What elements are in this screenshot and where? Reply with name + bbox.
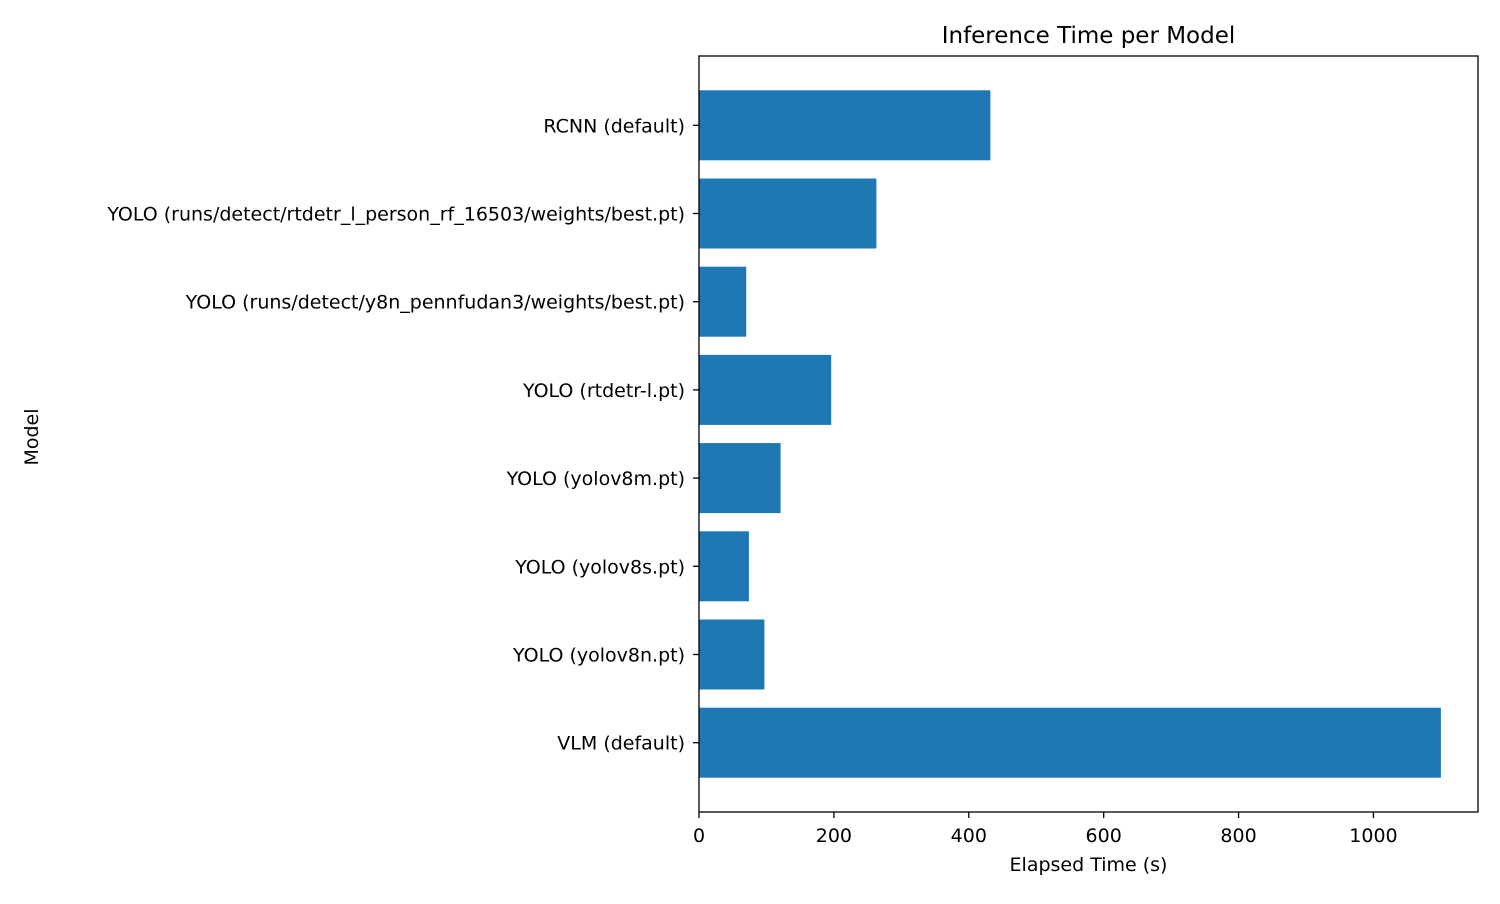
- x-tick-label: 400: [951, 825, 987, 847]
- y-tick-label: RCNN (default): [543, 115, 685, 137]
- y-tick-label: YOLO (yolov8n.pt): [512, 645, 685, 667]
- bar: [699, 354, 832, 425]
- x-tick-label: 600: [1086, 825, 1122, 847]
- x-tick-label: 200: [816, 825, 852, 847]
- chart-title: Inference Time per Model: [942, 23, 1236, 49]
- bar: [699, 619, 765, 690]
- y-tick-label: VLM (default): [557, 733, 685, 755]
- y-tick-label: YOLO (rtdetr-l.pt): [522, 380, 685, 402]
- y-tick-label: YOLO (runs/detect/rtdetr_l_person_rf_165…: [106, 204, 685, 226]
- bar: [699, 90, 991, 161]
- x-tick-label: 1000: [1349, 825, 1397, 847]
- bar: [699, 178, 877, 249]
- y-axis-ticks: RCNN (default) YOLO (runs/detect/rtdetr_l…: [106, 115, 699, 755]
- bars-layer: [699, 90, 1441, 778]
- y-tick-label: YOLO (yolov8m.pt): [506, 468, 685, 490]
- x-tick-label: 800: [1220, 825, 1256, 847]
- plot-frame: [698, 55, 1479, 813]
- bar: [699, 707, 1441, 778]
- y-axis-label: Model: [21, 408, 43, 465]
- y-tick-label: YOLO (yolov8s.pt): [514, 556, 685, 578]
- x-tick-label: 0: [693, 825, 705, 847]
- x-axis-label: Elapsed Time (s): [1010, 854, 1168, 876]
- bar: [699, 531, 749, 602]
- bar: [699, 443, 781, 514]
- bar: [699, 266, 747, 337]
- x-axis-ticks: 0 200 400 600 800 1000: [693, 812, 1398, 847]
- y-tick-label: YOLO (runs/detect/y8n_pennfudan3/weights…: [185, 292, 685, 314]
